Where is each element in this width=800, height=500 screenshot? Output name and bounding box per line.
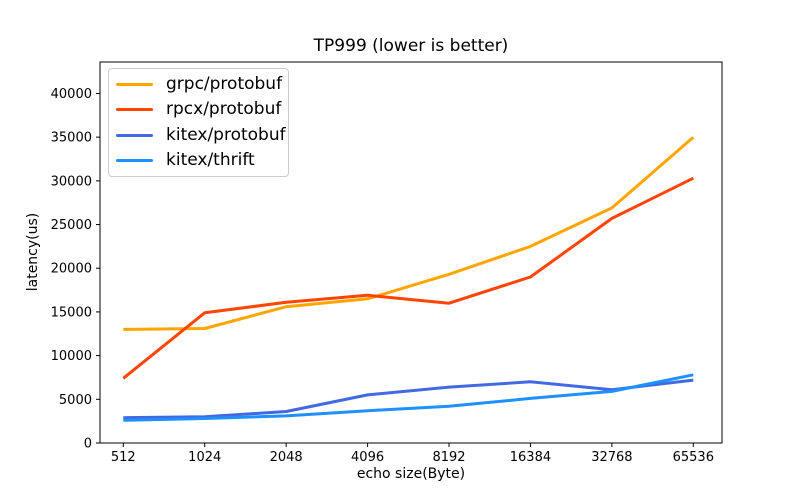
legend-line-swatch <box>116 108 153 112</box>
series-line-grpc-protobuf <box>123 136 695 331</box>
y-tick-label: 30000 <box>51 174 92 189</box>
y-tick-label: 15000 <box>51 305 92 320</box>
chart-title: TP999 (lower is better) <box>313 36 509 56</box>
x-tick-label: 2048 <box>270 450 303 465</box>
x-tick-label: 65536 <box>673 450 714 465</box>
plot-frame <box>99 61 723 444</box>
legend-line-swatch <box>116 158 153 162</box>
x-tick-label: 16384 <box>510 450 551 465</box>
y-tick-label: 10000 <box>51 349 92 364</box>
series-line-kitex-protobuf <box>123 378 694 420</box>
y-tick-label: 0 <box>84 437 92 452</box>
legend-label: kitex/thrift <box>166 149 255 170</box>
x-tick-label: 1024 <box>188 450 221 465</box>
x-axis-label: echo size(Byte) <box>356 466 466 482</box>
legend-item-grpc-protobuf: grpc/protobuf <box>116 72 284 97</box>
legend-label: kitex/protobuf <box>166 124 286 145</box>
legend-line-swatch <box>116 83 153 87</box>
y-tick-label: 35000 <box>51 131 92 146</box>
legend-item-rpcx-protobuf: rpcx/protobuf <box>116 97 284 122</box>
series-line-rpcx-protobuf <box>122 176 694 380</box>
x-tick-label: 32768 <box>591 450 632 465</box>
series-line-kitex-thrift <box>123 373 694 422</box>
y-axis-label: latency(us) <box>25 212 41 292</box>
legend-line-swatch <box>116 133 153 137</box>
legend: grpc/protobuf rpcx/protobuf kitex/protobuf… <box>108 68 289 177</box>
x-tick-label: 8192 <box>432 450 465 465</box>
y-tick-label: 25000 <box>51 218 92 233</box>
y-tick-label: 40000 <box>51 87 92 102</box>
x-tick-label: 4096 <box>351 450 384 465</box>
x-tick-label: 512 <box>111 450 136 465</box>
y-tick-label: 20000 <box>51 262 92 277</box>
legend-item-kitex-thrift: kitex/thrift <box>116 148 284 173</box>
y-tick-label: 5000 <box>59 393 92 408</box>
legend-item-kitex-protobuf: kitex/protobuf <box>116 123 286 148</box>
legend-label: grpc/protobuf <box>166 74 283 95</box>
legend-label: rpcx/protobuf <box>166 99 282 120</box>
